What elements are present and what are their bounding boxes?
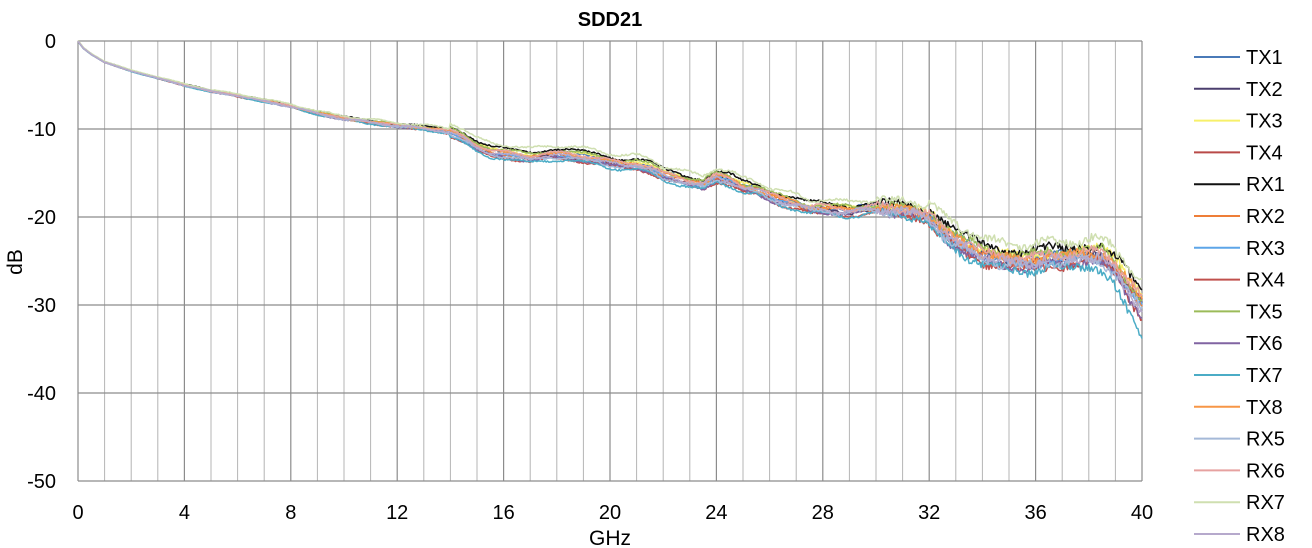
x-tick-label: 36 xyxy=(1024,502,1046,524)
x-tick-label: 20 xyxy=(599,502,621,524)
plot-grid xyxy=(77,40,1143,482)
legend-label-tx5: TX5 xyxy=(1246,301,1283,323)
y-tick-label: 0 xyxy=(45,31,56,53)
series-layer xyxy=(77,40,1143,339)
legend-label-tx2: TX2 xyxy=(1246,79,1283,101)
x-tick-label: 28 xyxy=(812,502,834,524)
x-tick-label: 16 xyxy=(492,502,514,524)
series-line-tx7 xyxy=(77,40,1143,339)
legend-label-rx8: RX8 xyxy=(1246,524,1285,546)
y-tick-label: -40 xyxy=(27,383,56,405)
x-tick-label: 4 xyxy=(179,502,190,524)
legend-label-tx3: TX3 xyxy=(1246,111,1283,133)
x-tick-label: 24 xyxy=(705,502,727,524)
y-tick-label: -20 xyxy=(27,207,56,229)
x-tick-label: 40 xyxy=(1131,502,1153,524)
x-tick-label: 8 xyxy=(285,502,296,524)
legend-label-tx8: TX8 xyxy=(1246,397,1283,419)
legend-label-tx7: TX7 xyxy=(1246,365,1283,387)
y-tick-label: -50 xyxy=(27,471,56,493)
legend-label-tx1: TX1 xyxy=(1246,47,1283,69)
legend-label-rx1: RX1 xyxy=(1246,174,1285,196)
legend: TX1 TX2 TX3 TX4 RX1 RX2 RX3 RX4 TX5 TX6 TX7 TX8 RX5 R… xyxy=(1194,47,1285,546)
series-line-rx8 xyxy=(77,40,1143,314)
x-axis-label: GHz xyxy=(589,527,631,548)
x-tick-label: 32 xyxy=(918,502,940,524)
axis-ticks: 0 4 8 12 16 20 24 28 32 36 40 0 -10 -20 -30 -40 -50 xyxy=(27,31,1153,524)
legend-label-tx6: TX6 xyxy=(1246,333,1283,355)
legend-label-rx2: RX2 xyxy=(1246,206,1285,228)
y-axis-label: dB xyxy=(4,249,27,275)
legend-label-rx3: RX3 xyxy=(1246,238,1285,260)
legend-label-rx4: RX4 xyxy=(1246,270,1285,292)
y-tick-label: -10 xyxy=(27,119,56,141)
legend-label-rx6: RX6 xyxy=(1246,460,1285,482)
legend-label-tx4: TX4 xyxy=(1246,142,1283,164)
legend-label-rx5: RX5 xyxy=(1246,429,1285,451)
chart-title: SDD21 xyxy=(578,9,642,31)
x-tick-label: 0 xyxy=(72,502,83,524)
legend-label-rx7: RX7 xyxy=(1246,492,1285,514)
y-tick-label: -30 xyxy=(27,295,56,317)
x-tick-label: 12 xyxy=(386,502,408,524)
series-line-rx7 xyxy=(77,40,1142,281)
